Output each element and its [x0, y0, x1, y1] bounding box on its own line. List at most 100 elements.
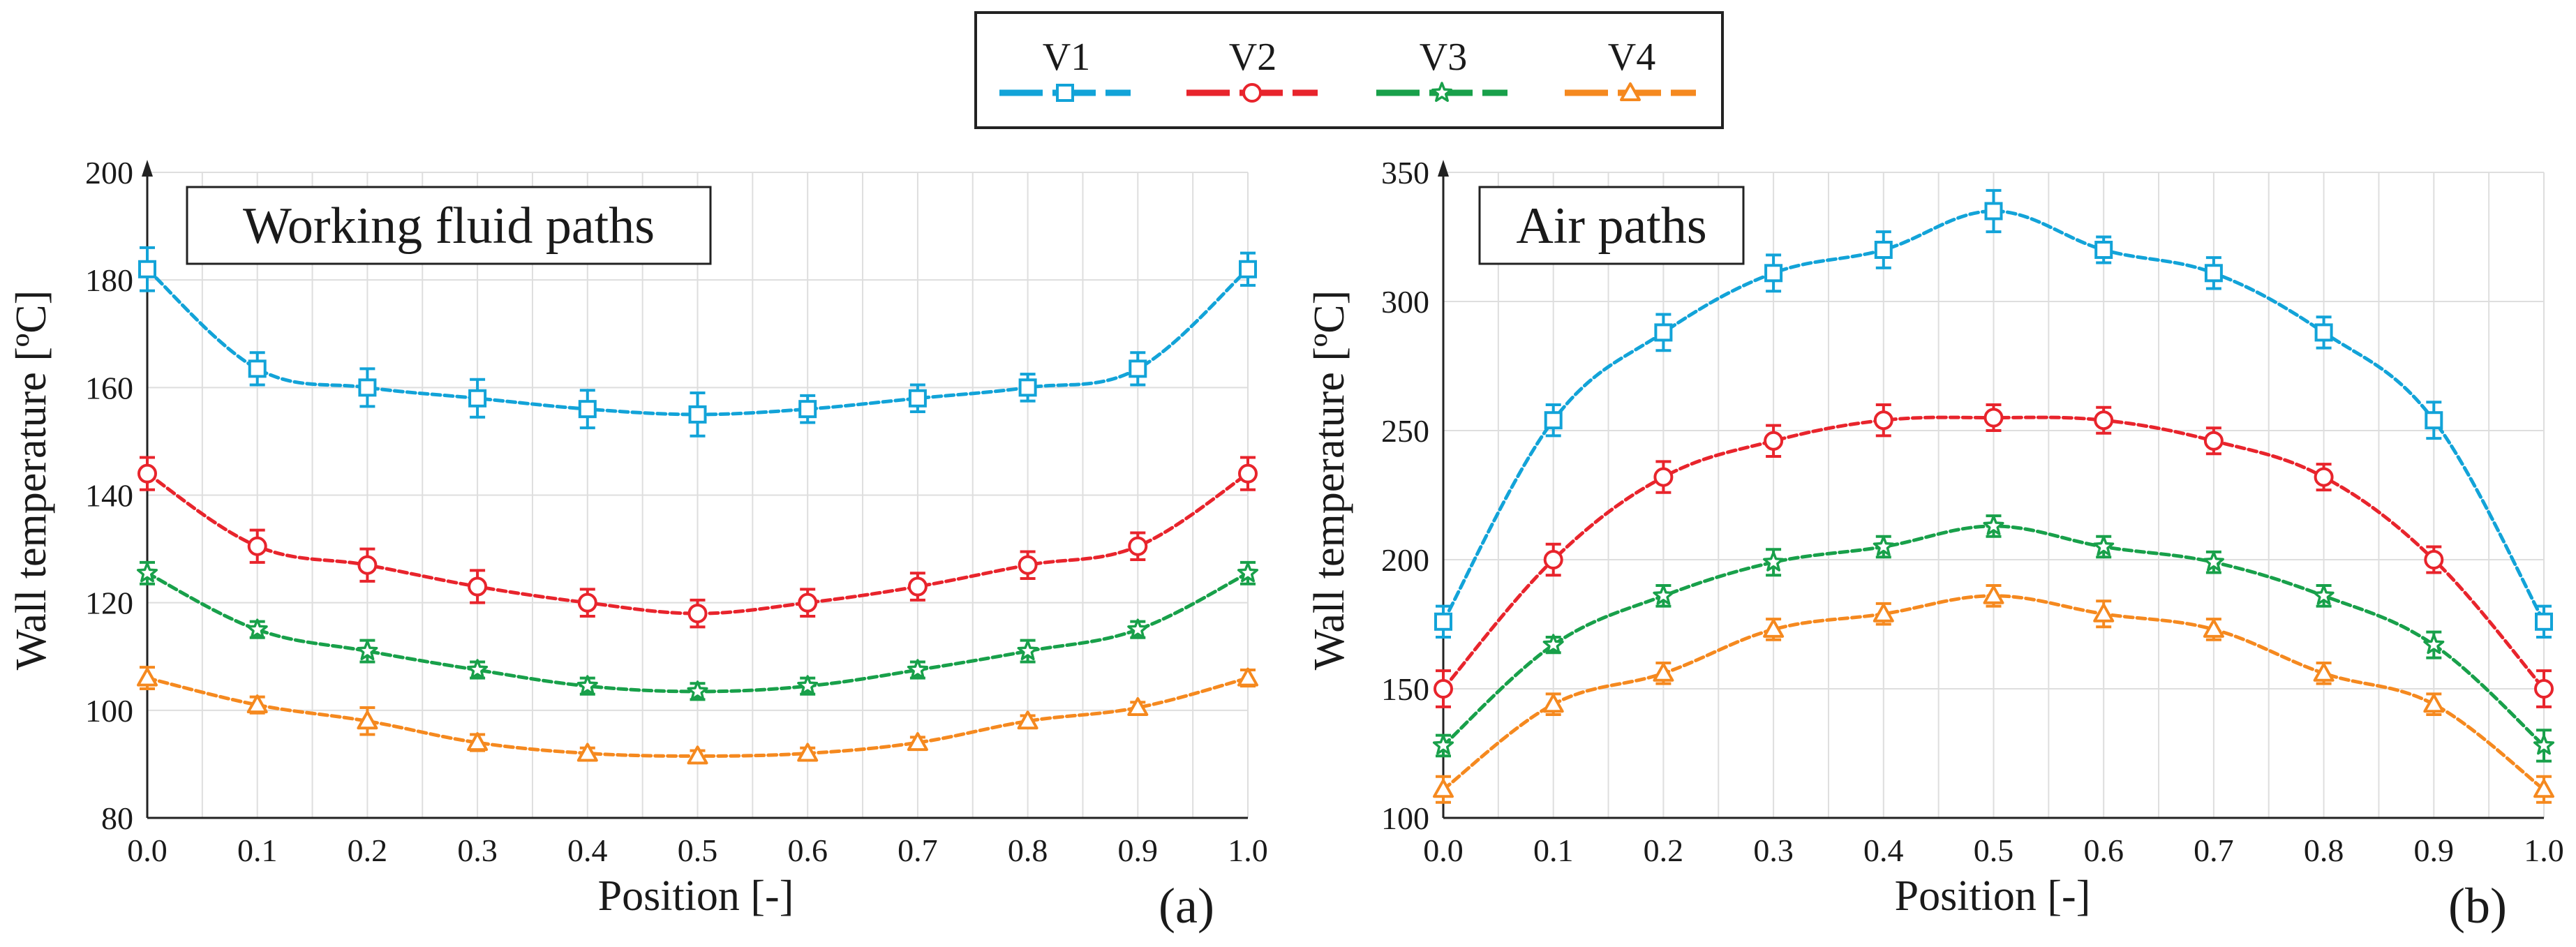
data-point-v1-b — [1654, 323, 1673, 342]
y-tick-label-b: 100 — [1381, 800, 1429, 836]
data-point-v3-a — [687, 680, 708, 701]
data-point-v3-b — [1432, 734, 1454, 755]
y-tick-label-b: 350 — [1381, 155, 1429, 191]
data-point-v2-a — [1128, 536, 1148, 556]
legend-label-v2: V2 — [1229, 36, 1276, 79]
data-point-v2-b — [2314, 467, 2334, 487]
x-tick-label-b: 1.0 — [2524, 833, 2564, 868]
data-point-v4-a — [1127, 696, 1149, 716]
data-point-v1-b — [1764, 264, 1783, 283]
data-point-v3-a — [1017, 640, 1038, 661]
data-point-v3-a — [246, 618, 268, 639]
chart-panel-b: 100 150 200 250 300 350 0.0 0.1 0.2 0.3 0.4 0.5 0.6… — [1306, 155, 2564, 934]
data-point-v4-b — [2423, 694, 2445, 713]
data-point-v4-b — [2313, 662, 2335, 682]
data-point-v2-a — [468, 576, 488, 597]
legend-marker-v4 — [1620, 82, 1641, 101]
legend-swatch-v1 — [999, 84, 1131, 102]
panel-title-box-a: Working fluid paths — [186, 186, 712, 265]
data-point-v2-a — [577, 592, 597, 613]
legend-item-v1: V1 — [999, 36, 1131, 102]
data-point-v2-b — [2534, 679, 2554, 699]
x-tick-label-a: 0.4 — [567, 833, 608, 868]
data-point-v3-a — [907, 659, 928, 680]
legend-item-v3: V3 — [1376, 36, 1507, 103]
x-tick-label-a: 0.0 — [127, 833, 167, 868]
y-tick-label-a: 200 — [85, 155, 133, 191]
legend-marker-v2 — [1242, 83, 1262, 103]
data-point-v2-b — [2424, 550, 2444, 569]
panel-tag-b: (b) — [2448, 878, 2507, 934]
series-group-a — [136, 246, 1259, 765]
data-point-v3-b — [1873, 535, 1894, 556]
series-v3-b — [1432, 514, 2555, 763]
data-point-v1-b — [2204, 264, 2223, 283]
legend-label-v4: V4 — [1608, 36, 1655, 79]
x-tick-label-a: 0.7 — [898, 833, 938, 868]
data-point-v4-a — [246, 694, 268, 714]
data-point-v2-a — [907, 576, 928, 597]
data-point-v2-a — [357, 555, 378, 575]
grid-a — [147, 172, 1249, 819]
legend-swatch-v3 — [1376, 82, 1507, 103]
data-point-v3-a — [467, 659, 489, 680]
legend-label-v3: V3 — [1420, 36, 1467, 79]
data-point-v3-b — [1653, 585, 1674, 605]
data-point-v3-a — [1127, 618, 1149, 639]
y-axis-title-b: Wall temperature [ºC] — [1306, 290, 1353, 670]
axes-b — [1438, 160, 2544, 819]
data-point-v4-b — [1983, 585, 2004, 604]
data-point-v1-a — [798, 400, 817, 419]
y-tick-label-a: 120 — [85, 586, 133, 621]
data-point-v1-b — [1874, 241, 1893, 259]
x-tick-label-a: 0.2 — [348, 833, 388, 868]
data-point-v1-a — [468, 389, 487, 408]
data-point-v4-a — [1017, 710, 1038, 730]
x-tick-label-b: 0.3 — [1753, 833, 1794, 868]
x-tick-labels-b: 0.0 0.1 0.2 0.3 0.4 0.5 0.6 0.7 0.8 0.9 1.0 — [1423, 833, 2564, 868]
data-point-v3-b — [1763, 551, 1785, 572]
x-tick-label-b: 0.8 — [2304, 833, 2344, 868]
data-point-v1-b — [2314, 323, 2333, 342]
data-point-v1-b — [2094, 241, 2113, 259]
y-tick-label-b: 300 — [1381, 284, 1429, 320]
y-axis-arrow-b — [1438, 160, 1449, 177]
legend-item-v2: V2 — [1186, 36, 1318, 103]
x-tick-label-a: 0.8 — [1008, 833, 1048, 868]
y-tick-label-b: 150 — [1381, 671, 1429, 707]
x-axis-title-a: Position [-] — [598, 872, 794, 920]
data-point-v4-b — [1433, 779, 1454, 798]
x-tick-label-a: 0.9 — [1118, 833, 1159, 868]
data-point-v1-b — [2425, 411, 2443, 430]
data-point-v4-a — [1237, 667, 1258, 687]
legend-swatch-v4 — [1565, 82, 1696, 101]
panel-title-box-b: Air paths — [1478, 186, 1745, 265]
data-point-v3-a — [1237, 562, 1259, 583]
data-point-v3-a — [797, 675, 819, 696]
data-point-v1-a — [1018, 378, 1037, 397]
data-point-v4-a — [137, 667, 158, 687]
data-point-v2-b — [2094, 410, 2114, 431]
y-tick-labels-b: 100 150 200 250 300 350 — [1381, 155, 1429, 836]
data-point-v2-b — [1543, 550, 1563, 569]
x-axis-title-b: Position [-] — [1895, 872, 2091, 920]
legend-item-v4: V4 — [1565, 36, 1696, 101]
data-point-v1-b — [1434, 612, 1452, 631]
data-point-v4-a — [907, 732, 928, 752]
data-point-v3-a — [136, 562, 158, 583]
data-point-v2-a — [1018, 555, 1038, 575]
data-point-v2-b — [2203, 431, 2224, 451]
data-point-v2-a — [687, 604, 708, 624]
y-tick-label-a: 140 — [85, 478, 133, 514]
data-point-v2-b — [1873, 410, 1893, 431]
data-point-v4-b — [1763, 618, 1785, 638]
data-point-v2-a — [1238, 463, 1258, 484]
data-point-v4-b — [2533, 779, 2554, 798]
series-v4-a — [137, 666, 1258, 765]
data-point-v1-b — [1984, 202, 2003, 221]
data-point-v3-b — [2313, 585, 2335, 605]
series-v1-b — [1434, 188, 2553, 639]
x-tick-label-a: 1.0 — [1228, 833, 1268, 868]
